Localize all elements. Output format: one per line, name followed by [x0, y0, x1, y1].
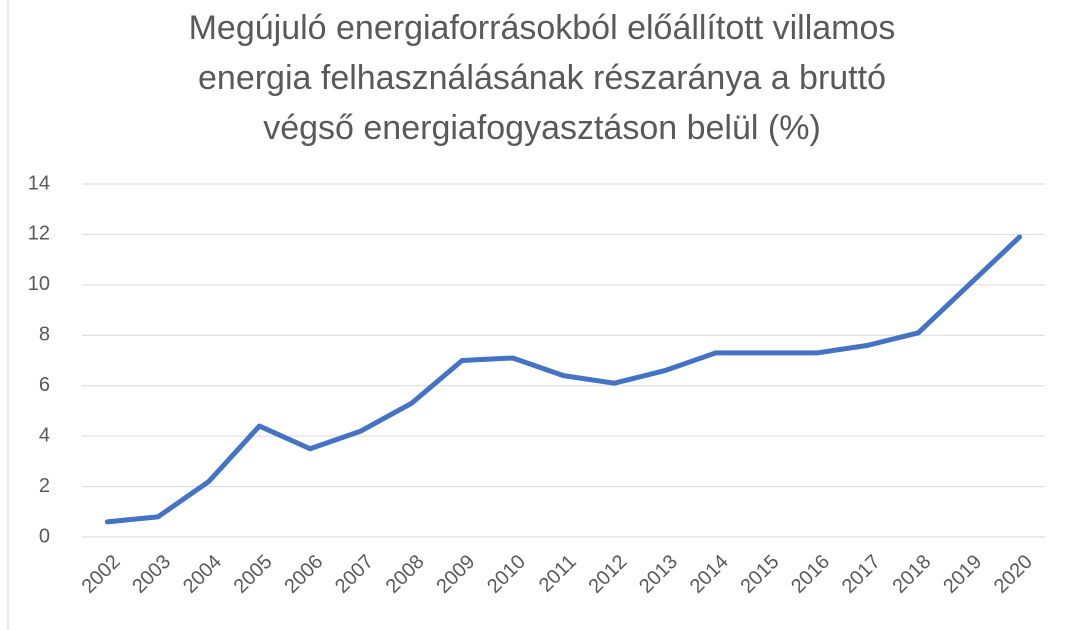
- x-tick-label: 2009: [432, 551, 479, 598]
- line-series: [104, 234, 1023, 525]
- x-tick-label: 2004: [179, 551, 226, 598]
- x-tick-label: 2014: [686, 551, 733, 598]
- x-tick-label: 2005: [230, 551, 277, 598]
- y-tick-label: 10: [28, 273, 50, 295]
- x-tick-label: 2008: [382, 551, 429, 598]
- x-tick-label: 2010: [483, 551, 530, 598]
- y-tick-label: 2: [39, 475, 50, 497]
- chart-title: energia felhasználásának részaránya a br…: [198, 59, 886, 97]
- x-tick-label: 2006: [280, 551, 327, 598]
- x-tick-label: 2020: [990, 551, 1037, 598]
- y-tick-label: 14: [28, 172, 50, 194]
- y-tick-label: 12: [28, 223, 50, 245]
- y-tick-label: 8: [39, 324, 50, 346]
- x-tick-label: 2013: [635, 551, 682, 598]
- y-tick-label: 4: [39, 424, 50, 446]
- x-tick-label: 2019: [939, 551, 986, 598]
- x-tick-label: 2015: [736, 551, 783, 598]
- chart-title: Megújuló energiaforrásokból előállított …: [189, 9, 896, 47]
- x-tick-label: 2016: [787, 551, 834, 598]
- x-tick-label: 2011: [535, 551, 581, 597]
- y-tick-label: 6: [39, 374, 50, 396]
- x-tick-label: 2012: [584, 551, 631, 598]
- chart-title: végső energiafogyasztáson belül (%): [263, 109, 821, 147]
- x-tick-label: 2002: [78, 551, 125, 598]
- x-tick-label: 2017: [838, 551, 885, 598]
- x-tick-label: 2007: [331, 551, 378, 598]
- x-tick-label: 2003: [128, 551, 175, 598]
- x-tick-label: 2018: [889, 551, 936, 598]
- y-tick-label: 0: [39, 525, 50, 547]
